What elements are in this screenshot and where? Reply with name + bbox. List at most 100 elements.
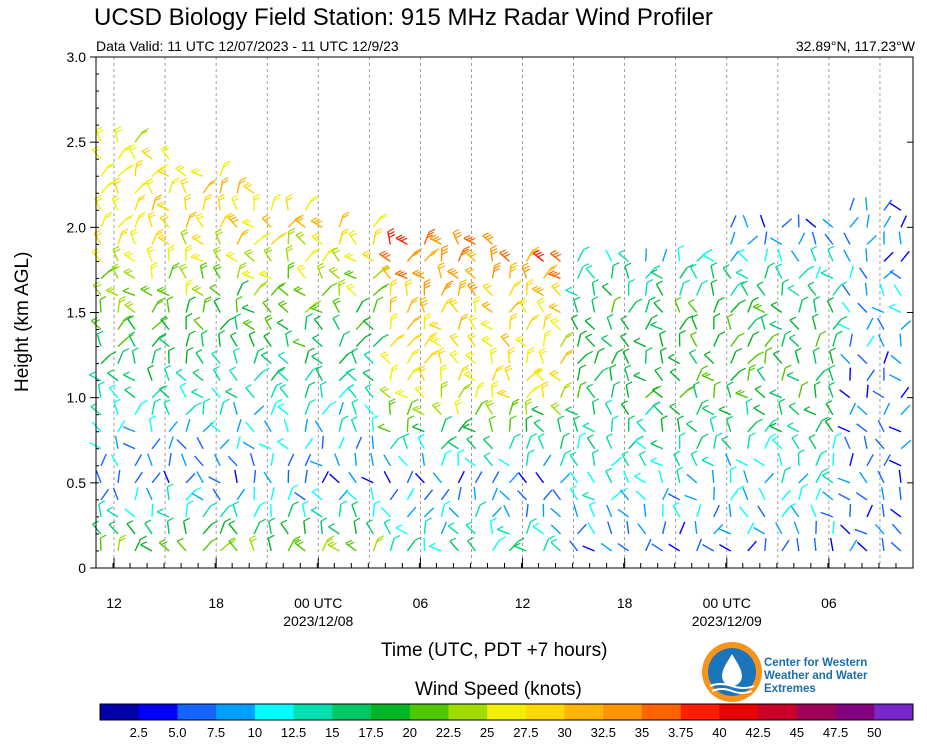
wind-barb bbox=[195, 352, 204, 364]
colorbar-swatch bbox=[796, 704, 837, 720]
wind-barb bbox=[813, 537, 817, 552]
wind-barb bbox=[611, 456, 622, 467]
wind-barb bbox=[160, 319, 170, 330]
wind-barb bbox=[690, 453, 698, 467]
wind-barb bbox=[166, 486, 170, 500]
wind-barb bbox=[890, 354, 902, 365]
wind-barb bbox=[372, 503, 376, 517]
wind-barb bbox=[730, 302, 741, 313]
wind-barb bbox=[146, 249, 153, 262]
wind-barb bbox=[219, 163, 225, 177]
wind-barb bbox=[269, 503, 272, 517]
wind-barb bbox=[179, 266, 187, 279]
wind-barb bbox=[404, 282, 409, 296]
wind-barb bbox=[890, 508, 902, 518]
wind-barb bbox=[864, 282, 868, 296]
wind-barb bbox=[889, 202, 902, 211]
wind-barb bbox=[900, 320, 911, 331]
wind-barb bbox=[552, 489, 562, 501]
wind-barb bbox=[389, 438, 400, 450]
wind-barb bbox=[483, 455, 494, 467]
wind-barb bbox=[304, 437, 314, 450]
wind-barb bbox=[826, 300, 834, 313]
wind-barb bbox=[304, 453, 312, 467]
wind-barb bbox=[754, 388, 766, 399]
x-tick-date: 2023/12/08 bbox=[283, 613, 353, 629]
wind-barb bbox=[388, 401, 392, 415]
wind-barb bbox=[219, 521, 226, 535]
wind-barb bbox=[635, 490, 647, 501]
wind-barb bbox=[166, 299, 170, 313]
wind-barb bbox=[175, 371, 187, 382]
wind-barb bbox=[489, 520, 494, 535]
wind-barb bbox=[872, 390, 885, 399]
x-tick-date: 2023/12/09 bbox=[692, 613, 762, 629]
wind-barb bbox=[287, 453, 295, 467]
wind-barb bbox=[158, 337, 170, 348]
wind-barb bbox=[236, 180, 241, 194]
wind-barb bbox=[196, 436, 204, 450]
wind-barb bbox=[798, 384, 803, 398]
wind-barb bbox=[839, 389, 851, 399]
wind-barb bbox=[440, 453, 447, 467]
wind-barb bbox=[270, 402, 277, 415]
wind-barb bbox=[790, 250, 800, 262]
wind-barb bbox=[383, 522, 391, 535]
wind-barb bbox=[260, 354, 272, 365]
wind-barb bbox=[312, 337, 323, 348]
wind-barb bbox=[645, 317, 653, 330]
wind-barb bbox=[156, 170, 170, 177]
wind-barb bbox=[709, 419, 715, 432]
wind-barb bbox=[117, 231, 123, 245]
wind-barb bbox=[134, 471, 143, 484]
wind-barb bbox=[618, 252, 630, 262]
wind-barb bbox=[790, 505, 800, 518]
wind-barb bbox=[764, 231, 768, 245]
wind-barb bbox=[688, 352, 698, 364]
wind-barb bbox=[449, 540, 459, 552]
wind-barb bbox=[634, 475, 647, 484]
wind-barb bbox=[145, 181, 153, 194]
wind-barb bbox=[123, 253, 136, 262]
wind-barb bbox=[491, 368, 498, 381]
wind-barb bbox=[701, 459, 715, 467]
wind-barb bbox=[820, 511, 834, 518]
wind-barb bbox=[147, 453, 153, 467]
wind-barb bbox=[747, 421, 758, 433]
y-tick-label: 3.0 bbox=[67, 49, 87, 65]
wind-barb bbox=[491, 265, 496, 279]
wind-barb bbox=[508, 265, 512, 279]
wind-barb bbox=[840, 353, 851, 365]
wind-barb bbox=[97, 384, 102, 398]
wind-barb bbox=[457, 486, 462, 501]
wind-barb bbox=[123, 271, 136, 280]
wind-barb bbox=[147, 214, 153, 228]
wind-barb bbox=[775, 522, 783, 535]
x-tick-label: 00 UTC bbox=[294, 595, 342, 611]
wind-barb bbox=[423, 231, 430, 245]
colorbar-swatch bbox=[835, 704, 875, 720]
wind-barb bbox=[577, 353, 588, 365]
wind-barb bbox=[821, 474, 834, 484]
wind-barb bbox=[190, 171, 204, 177]
wind-barb bbox=[760, 316, 766, 330]
wind-barb bbox=[654, 369, 664, 382]
wind-barb bbox=[185, 282, 188, 296]
wind-barb bbox=[696, 504, 702, 518]
wind-barb bbox=[588, 504, 596, 518]
wind-barb bbox=[244, 252, 255, 262]
wind-barb bbox=[449, 335, 459, 348]
wind-barb bbox=[262, 302, 272, 313]
wind-barb bbox=[600, 542, 613, 552]
x-tick-label: 12 bbox=[106, 595, 122, 611]
wind-barb bbox=[245, 387, 255, 399]
x-tick-label: 06 bbox=[413, 595, 429, 611]
wind-barb bbox=[747, 367, 751, 381]
wind-barb bbox=[387, 231, 392, 245]
wind-barb bbox=[747, 235, 759, 245]
wind-barb bbox=[576, 249, 585, 262]
wind-barb bbox=[679, 282, 685, 296]
wind-barb bbox=[316, 266, 323, 279]
wind-barb bbox=[106, 509, 119, 518]
wind-barb bbox=[440, 504, 446, 518]
